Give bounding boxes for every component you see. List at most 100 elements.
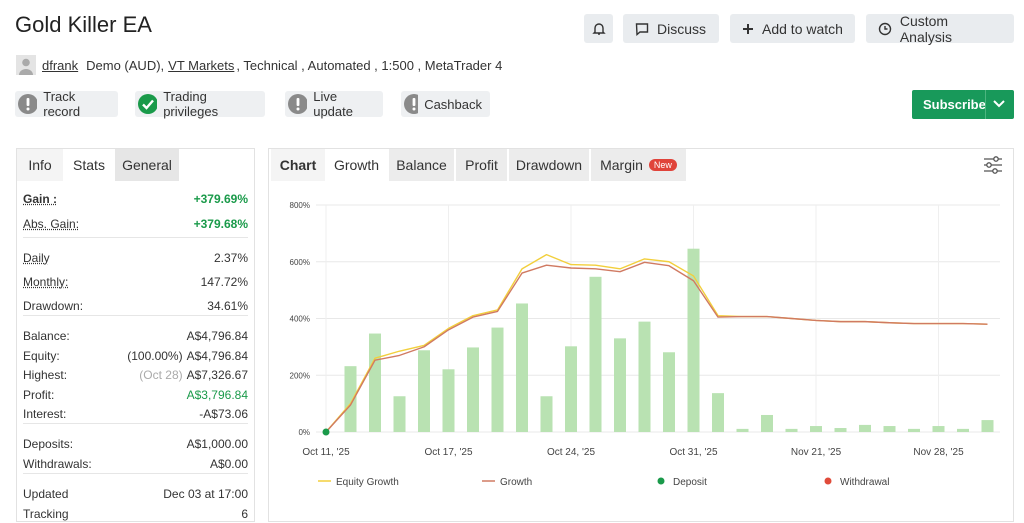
x-tick-label: Nov 28, '25 bbox=[913, 447, 964, 458]
warning-icon bbox=[404, 94, 419, 114]
bar bbox=[932, 426, 945, 432]
stat-value: A$4,796.84 bbox=[186, 329, 248, 343]
tab[interactable]: Chart bbox=[271, 149, 325, 181]
discuss-button[interactable]: Discuss bbox=[623, 14, 719, 43]
chevron[interactable] bbox=[993, 99, 1005, 109]
legend-label: Withdrawal bbox=[840, 477, 889, 488]
button-label: Custom Analysis bbox=[899, 12, 952, 45]
stat-row: Abs. Gain: +379.68% bbox=[23, 215, 248, 233]
warning-icon bbox=[18, 94, 38, 114]
stat-row: Tracking 6 bbox=[23, 505, 248, 523]
check-icon bbox=[138, 94, 158, 114]
stat-label: Abs. Gain: bbox=[23, 217, 80, 231]
stat-value: A$1,000.00 bbox=[186, 437, 248, 451]
stat-note: (100.00%) bbox=[127, 349, 183, 363]
stat-row: Updated Dec 03 at 17:00 bbox=[23, 485, 248, 503]
legend-label: Deposit bbox=[673, 477, 707, 488]
bar bbox=[834, 428, 847, 432]
stats-panel: Info Stats General Gain : +379.69% Abs. Ga… bbox=[16, 148, 255, 522]
stat-value-group: A$4,796.84 bbox=[187, 329, 248, 343]
stat-label: Deposits: bbox=[23, 437, 74, 451]
user-link[interactable]: dfrank bbox=[42, 57, 79, 73]
tab[interactable]: Profit bbox=[456, 149, 507, 181]
analysis-button[interactable]: Custom Analysis bbox=[866, 12, 1014, 45]
legend-label: Equity Growth bbox=[336, 477, 399, 488]
stat-label: Highest: bbox=[23, 368, 68, 382]
stat-value: A$7,326.67 bbox=[186, 368, 248, 382]
separator bbox=[23, 473, 248, 474]
stat-value: Dec 03 at 17:00 bbox=[163, 487, 248, 501]
bar bbox=[369, 333, 381, 432]
bar bbox=[393, 396, 406, 432]
stat-label: Updated bbox=[23, 487, 69, 501]
stat-note: (Oct 28) bbox=[139, 368, 183, 382]
button-label: Add to watch bbox=[762, 20, 843, 37]
stat-row: Monthly: 147.72% bbox=[23, 273, 248, 291]
notify-button[interactable] bbox=[584, 14, 613, 43]
tab[interactable]: General bbox=[115, 149, 179, 181]
tab-active[interactable]: Stats bbox=[63, 149, 115, 181]
subscribe-button[interactable]: Subscribe bbox=[912, 90, 1014, 119]
tab[interactable]: Balance bbox=[389, 149, 454, 181]
stat-label: Drawdown: bbox=[23, 299, 84, 313]
badge: Trading privileges bbox=[135, 89, 265, 119]
settings-icon[interactable] bbox=[983, 156, 1003, 174]
watch-button[interactable]: Add to watch bbox=[730, 14, 855, 43]
bar bbox=[908, 428, 920, 432]
tab-active[interactable]: Growth bbox=[326, 149, 387, 181]
separator bbox=[23, 237, 248, 238]
bar bbox=[736, 428, 749, 432]
bar bbox=[981, 420, 994, 432]
tab[interactable]: Info bbox=[17, 149, 63, 181]
stat-row: Withdrawals: A$0.00 bbox=[23, 455, 248, 473]
bar bbox=[442, 369, 455, 432]
tab[interactable]: Drawdown bbox=[509, 149, 589, 181]
stat-label: Equity: bbox=[23, 349, 60, 363]
stat-row: Drawdown: 34.61% bbox=[23, 297, 248, 315]
discuss-icon bbox=[635, 22, 649, 36]
stat-label: Profit: bbox=[23, 388, 55, 402]
stat-value: 34.61% bbox=[207, 299, 248, 313]
bar bbox=[712, 393, 724, 432]
profile-line: dfrank Demo (AUD), VT Markets , Technica… bbox=[16, 54, 502, 76]
stat-value-group: 147.72% bbox=[201, 275, 248, 289]
button-label: Discuss bbox=[657, 20, 707, 37]
bell-icon bbox=[591, 22, 606, 35]
bar bbox=[565, 346, 577, 432]
stat-value-group: 6 bbox=[241, 507, 248, 521]
account-details: , Technical , Automated , 1:500 , MetaTr… bbox=[236, 57, 503, 73]
growth-chart: 0% 200% 400% 600% 800% Oct 11, '25 Oct 17, '25… bbox=[290, 201, 1000, 488]
bar bbox=[810, 426, 822, 432]
stat-value: 2.37% bbox=[213, 251, 248, 265]
divider bbox=[985, 90, 986, 119]
y-tick-label: 200% bbox=[290, 371, 310, 380]
warning-icon bbox=[288, 94, 308, 114]
stat-row: Daily 2.37% bbox=[23, 249, 248, 267]
stat-value-group: +379.68% bbox=[194, 217, 248, 231]
bar bbox=[418, 350, 430, 432]
subscribe-label: Subscribe bbox=[923, 97, 986, 112]
legend-label: Growth bbox=[500, 477, 532, 488]
stat-value: 6 bbox=[241, 507, 248, 521]
stat-row: Profit: A$3,796.84 bbox=[23, 386, 248, 404]
y-tick-label: 600% bbox=[290, 258, 310, 267]
stat-value-group: Dec 03 at 17:00 bbox=[163, 487, 248, 501]
stat-label: Tracking bbox=[23, 507, 69, 521]
stat-label: Balance: bbox=[23, 329, 70, 343]
y-tick-label: 0% bbox=[298, 428, 310, 437]
series-point bbox=[322, 428, 330, 436]
bar bbox=[859, 424, 871, 432]
badge-label: Cashback bbox=[424, 96, 482, 112]
stat-row: Balance: A$4,796.84 bbox=[23, 327, 248, 345]
stat-label: Monthly: bbox=[23, 275, 69, 289]
stat-value-group: 2.37% bbox=[214, 251, 248, 265]
broker-link[interactable]: VT Markets bbox=[168, 57, 235, 73]
stat-value: A$3,796.84 bbox=[186, 388, 248, 402]
stat-value-group: A$3,796.84 bbox=[187, 388, 248, 402]
tab[interactable]: Margin New bbox=[591, 149, 686, 181]
stat-value-group: A$1,000.00 bbox=[187, 437, 248, 451]
clock-icon bbox=[878, 22, 892, 35]
avatar bbox=[16, 55, 36, 75]
x-tick-label: Oct 24, '25 bbox=[547, 447, 595, 458]
